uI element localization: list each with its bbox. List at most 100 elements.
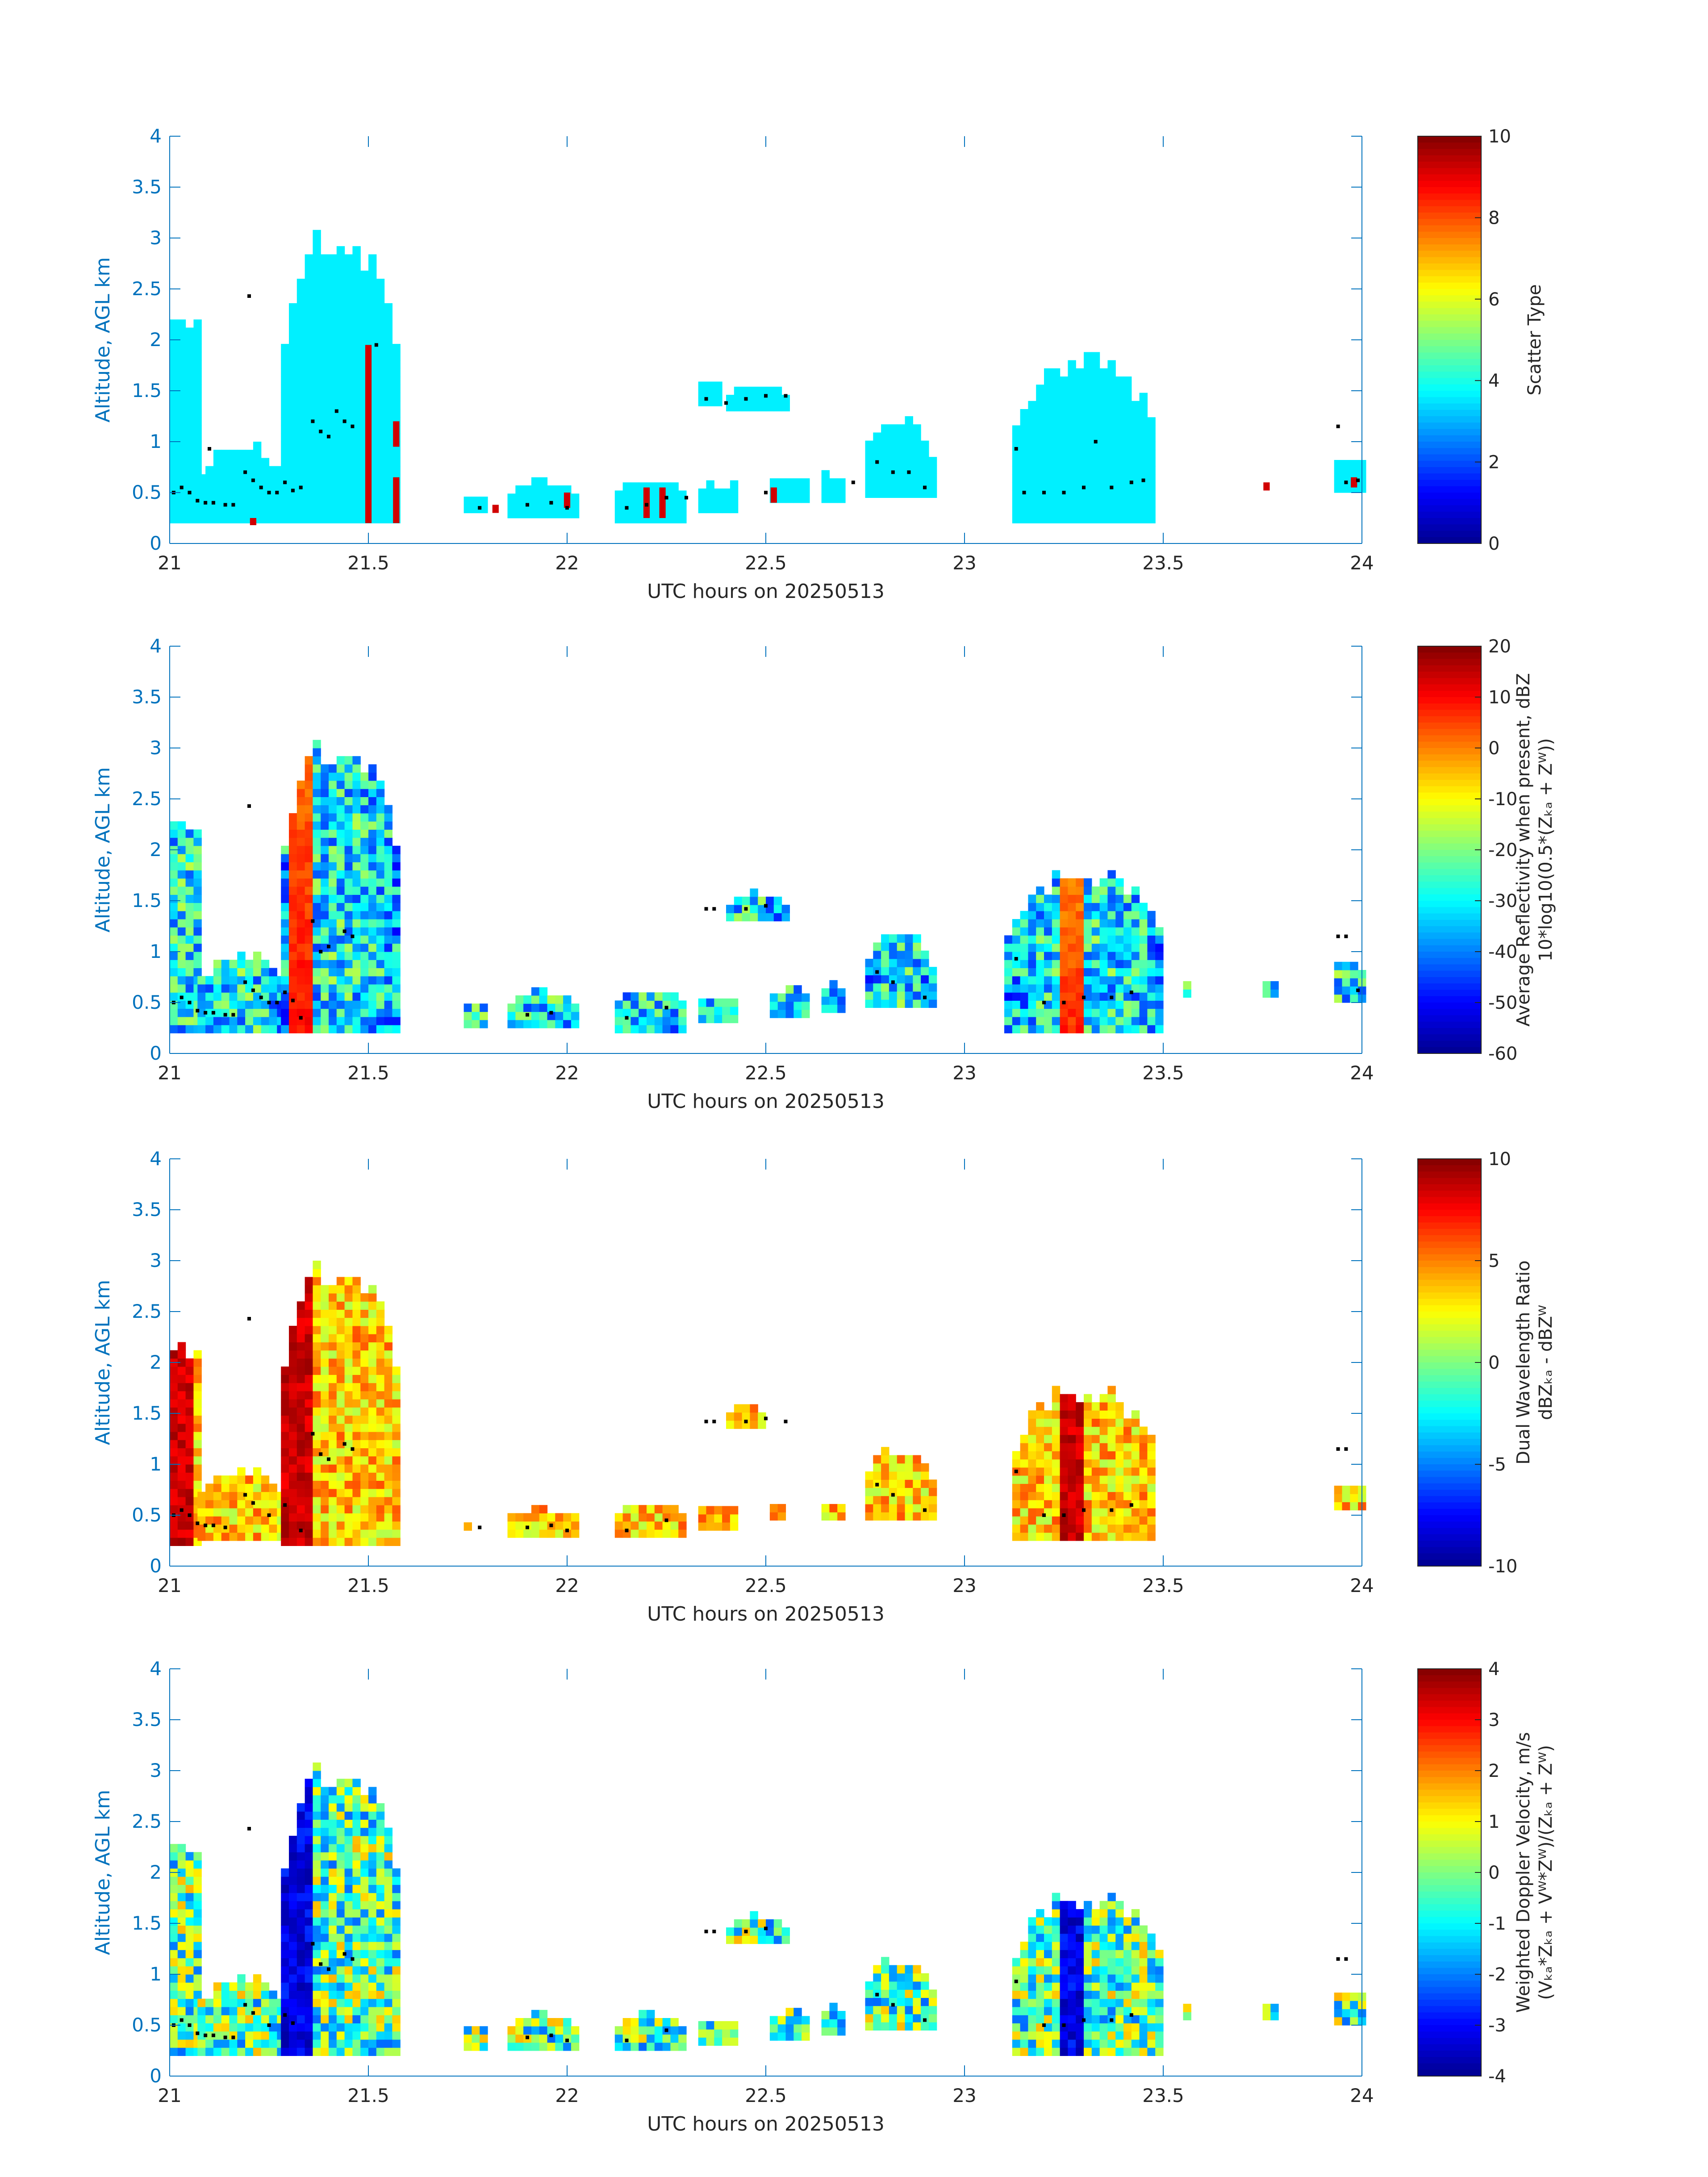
data-cell — [785, 2016, 794, 2025]
data-cell — [1115, 1418, 1124, 1427]
data-cell — [329, 327, 337, 336]
data-cell — [1052, 409, 1061, 418]
data-cell — [781, 1935, 790, 1944]
data-cell — [1099, 409, 1108, 418]
data-cell — [1060, 927, 1068, 936]
x-tick-label: 23.5 — [1142, 1575, 1184, 1596]
data-cell — [229, 2031, 238, 2040]
data-cell — [185, 1860, 194, 1869]
data-cell — [368, 1811, 377, 1820]
data-cell — [336, 992, 345, 1001]
data-cell — [889, 1973, 898, 1982]
data-cell — [1020, 1524, 1028, 1533]
data-cell — [281, 417, 289, 426]
data-cell — [177, 1982, 186, 1991]
data-cell — [555, 2042, 564, 2051]
data-cell — [865, 1512, 873, 1521]
data-cell — [289, 1917, 297, 1926]
data-cell — [329, 482, 337, 491]
data-cell — [1123, 984, 1132, 993]
data-cell — [261, 1524, 270, 1533]
data-cell — [313, 384, 321, 393]
data-cell — [881, 959, 889, 967]
data-cell — [352, 1529, 361, 1538]
data-cell — [547, 510, 555, 518]
data-cell — [352, 2015, 361, 2023]
data-cell — [698, 505, 707, 514]
data-cell — [336, 327, 345, 336]
data-cell — [1115, 1492, 1124, 1500]
y-tick-label: 1 — [150, 940, 162, 962]
data-cell — [313, 992, 321, 1001]
data-cell — [170, 1950, 178, 1959]
data-cell — [321, 1448, 329, 1457]
data-cell — [1012, 1492, 1021, 1500]
data-cell — [865, 1997, 873, 2006]
data-cell — [321, 1876, 329, 1885]
data-cell — [313, 854, 321, 862]
colorbar-segment — [1418, 1184, 1481, 1191]
data-cell — [170, 1844, 178, 1852]
data-cell — [376, 789, 385, 797]
data-cell — [1131, 1418, 1140, 1427]
data-cell — [793, 2016, 802, 2025]
colorbar-segment — [1418, 932, 1481, 940]
data-cell — [1020, 1532, 1028, 1541]
data-cell — [1044, 1451, 1052, 1460]
data-cell — [281, 482, 289, 491]
data-cell — [730, 998, 739, 1007]
data-cell — [281, 1423, 289, 1432]
data-cell — [289, 1835, 297, 1844]
data-cell — [563, 1529, 572, 1538]
data-cell — [654, 1008, 663, 1017]
data-cell — [571, 2042, 580, 2051]
data-cell — [336, 854, 345, 862]
data-cell — [344, 1982, 353, 1991]
data-cell — [170, 1472, 178, 1481]
data-cell — [889, 1504, 898, 1513]
data-cell — [368, 1998, 377, 2007]
data-cell — [897, 983, 906, 992]
data-cell — [1044, 442, 1052, 450]
data-cell — [185, 1456, 194, 1465]
data-cell — [245, 1475, 254, 1484]
data-cell — [881, 1455, 889, 1464]
data-cell — [185, 515, 194, 523]
data-cell — [1076, 1016, 1084, 1025]
data-cell — [177, 1016, 186, 1025]
data-cell — [1099, 368, 1108, 377]
data-cell — [344, 1779, 353, 1787]
data-cell — [344, 498, 353, 507]
data-cell — [1076, 886, 1084, 895]
data-cell — [229, 1492, 238, 1500]
data-cell — [1099, 474, 1108, 483]
data-cell — [928, 465, 937, 474]
data-cell — [185, 976, 194, 985]
data-cell — [1044, 903, 1052, 911]
data-cell — [193, 1472, 202, 1481]
data-cell — [289, 1844, 297, 1852]
data-cell — [269, 1516, 277, 1525]
data-cell — [769, 1512, 778, 1521]
data-cell — [261, 968, 270, 977]
colorbar-label: Dual Wavelength Ratio — [1513, 1260, 1534, 1464]
data-cell — [547, 1011, 555, 1020]
data-cell — [464, 2026, 472, 2035]
data-cell — [360, 1966, 369, 1975]
data-cell — [305, 1285, 313, 1294]
data-cell — [360, 1317, 369, 1326]
data-cell — [368, 2039, 377, 2048]
data-cell — [837, 486, 846, 495]
data-cell — [344, 1383, 353, 1391]
data-cell — [1060, 1524, 1068, 1533]
colorbar-segment — [1418, 422, 1481, 430]
data-cell — [1020, 935, 1028, 944]
colorbar-segment — [1418, 1248, 1481, 1255]
data-cell — [281, 2031, 289, 2040]
data-cell — [1147, 943, 1156, 952]
data-cell — [352, 344, 361, 352]
data-cell — [360, 1423, 369, 1432]
data-cell — [734, 905, 743, 913]
data-cell — [1091, 498, 1100, 507]
data-cell — [631, 1505, 639, 1513]
